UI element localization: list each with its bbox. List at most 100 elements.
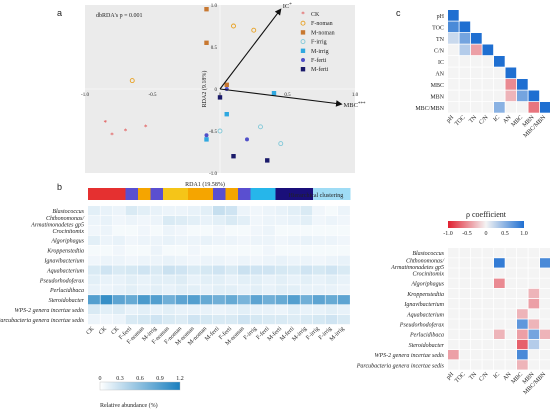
heatmap-cell bbox=[138, 225, 150, 236]
genus-env-column-label: IC bbox=[493, 372, 501, 380]
colorbar-tick: 0.9 bbox=[156, 376, 164, 382]
heatmap-cell bbox=[150, 255, 163, 265]
panel-label-a: a bbox=[57, 8, 62, 18]
heatmap-cell bbox=[238, 206, 250, 216]
genus-env-cell bbox=[459, 258, 471, 268]
rda-vector-label: IC* bbox=[283, 3, 293, 11]
heatmap-cell bbox=[300, 265, 313, 275]
heatmap-cell bbox=[138, 245, 150, 255]
genus-env-cell bbox=[540, 299, 550, 309]
heatmap-cell bbox=[288, 255, 300, 265]
heatmap-cell bbox=[150, 235, 163, 245]
genus-env-cell bbox=[482, 329, 494, 339]
legend-marker bbox=[300, 48, 306, 53]
genus-env-cell bbox=[517, 258, 528, 268]
heatmap-cell bbox=[88, 245, 100, 255]
rda-point bbox=[129, 78, 135, 84]
rda-point bbox=[217, 128, 223, 134]
heatmap-cell bbox=[188, 305, 200, 315]
heatmap-cell bbox=[250, 305, 263, 315]
heatmap-cell bbox=[213, 275, 225, 285]
heatmap-cell bbox=[88, 275, 100, 285]
genus-env-cell bbox=[482, 360, 494, 370]
correlation-row-label: TOC bbox=[432, 25, 444, 31]
heatmap-cells bbox=[88, 206, 350, 325]
heatmap-cell bbox=[325, 295, 338, 305]
heatmap-row-label: Kroppenstedtia bbox=[46, 249, 84, 255]
genus-env-cell bbox=[459, 350, 471, 360]
correlation-cell bbox=[459, 102, 471, 113]
heatmap-cell bbox=[150, 225, 163, 236]
genus-env-cell bbox=[540, 329, 550, 339]
heatmap-cell bbox=[250, 295, 263, 305]
heatmap-cell bbox=[125, 314, 138, 325]
genus-env-row-label: Pseudorhodoferax bbox=[399, 322, 445, 329]
genus-env-cell bbox=[517, 299, 528, 309]
correlation-cell bbox=[471, 67, 482, 79]
genus-env-cell bbox=[528, 248, 540, 258]
heatmap-cell bbox=[250, 215, 263, 226]
correlation-cell bbox=[448, 21, 459, 33]
rda-point bbox=[245, 137, 249, 142]
heatmap-cell bbox=[225, 235, 238, 245]
correlation-cell bbox=[459, 67, 471, 79]
genus-env-cell bbox=[448, 329, 459, 339]
heatmap-cell bbox=[250, 245, 263, 255]
genus-env-cell bbox=[528, 329, 540, 339]
heatmap-cell bbox=[275, 235, 288, 245]
heatmap-row-label: Steroidobacter bbox=[49, 298, 85, 304]
heatmap-cell bbox=[125, 215, 138, 226]
genus-env-row-label: Kroppenstedtia bbox=[406, 292, 444, 298]
rda-vector-label: MBC*** bbox=[344, 102, 366, 110]
heatmap-cell bbox=[175, 206, 188, 216]
heatmap-cell bbox=[100, 245, 113, 255]
rda-x-tick: -1.0 bbox=[81, 93, 89, 98]
genus-env-cell bbox=[517, 309, 528, 319]
rho-legend-title: ρ coefficient bbox=[466, 210, 507, 219]
heatmap-cell bbox=[188, 206, 200, 216]
correlation-column-label: pH bbox=[446, 114, 456, 124]
genus-env-cell bbox=[448, 278, 459, 288]
correlation-cell bbox=[448, 67, 459, 79]
heatmap-cell bbox=[263, 235, 275, 245]
colorbar-tick: 0 bbox=[99, 376, 102, 382]
correlation-cell bbox=[448, 44, 459, 56]
genus-env-cell bbox=[448, 360, 459, 370]
correlation-cell bbox=[448, 79, 459, 90]
heatmap-cell bbox=[250, 265, 263, 275]
heatmap-cell bbox=[113, 285, 125, 295]
correlation-cells bbox=[448, 10, 550, 113]
correlation-cell bbox=[471, 44, 482, 56]
genus-env-cell bbox=[517, 248, 528, 258]
rda-point bbox=[204, 7, 209, 12]
abundance-colorbar: 0 0.3 0.6 0.9 1.2 bbox=[99, 376, 184, 391]
correlation-cell bbox=[528, 102, 540, 113]
genus-env-cell bbox=[505, 329, 517, 339]
heatmap-cell bbox=[188, 275, 200, 285]
genus-env-cell bbox=[517, 360, 528, 370]
heatmap-cell bbox=[313, 255, 325, 265]
heatmap-cell bbox=[300, 235, 313, 245]
genus-env-cell bbox=[505, 258, 517, 268]
legend-marker bbox=[300, 39, 306, 45]
genus-env-cell bbox=[459, 329, 471, 339]
heatmap-cell bbox=[275, 206, 288, 216]
correlation-cell bbox=[448, 33, 459, 44]
rda-y-tick: 1.0 bbox=[211, 4, 218, 9]
heatmap-cell bbox=[200, 314, 213, 325]
heatmap-cell bbox=[100, 275, 113, 285]
genus-env-cell bbox=[459, 278, 471, 288]
genus-env-cell bbox=[482, 319, 494, 329]
legend-entry: F-noman bbox=[311, 21, 333, 27]
heatmap-cell bbox=[213, 285, 225, 295]
heatmap-cell bbox=[288, 275, 300, 285]
genus-env-cell bbox=[494, 309, 505, 319]
correlation-column-label: AN bbox=[502, 114, 513, 125]
correlation-cell bbox=[482, 67, 494, 79]
heatmap-cell bbox=[325, 215, 338, 226]
heatmap-cell bbox=[138, 314, 150, 325]
heatmap-column-label: M-irrig bbox=[291, 326, 308, 343]
heatmap-cell bbox=[263, 275, 275, 285]
heatmap-cell bbox=[163, 265, 175, 275]
